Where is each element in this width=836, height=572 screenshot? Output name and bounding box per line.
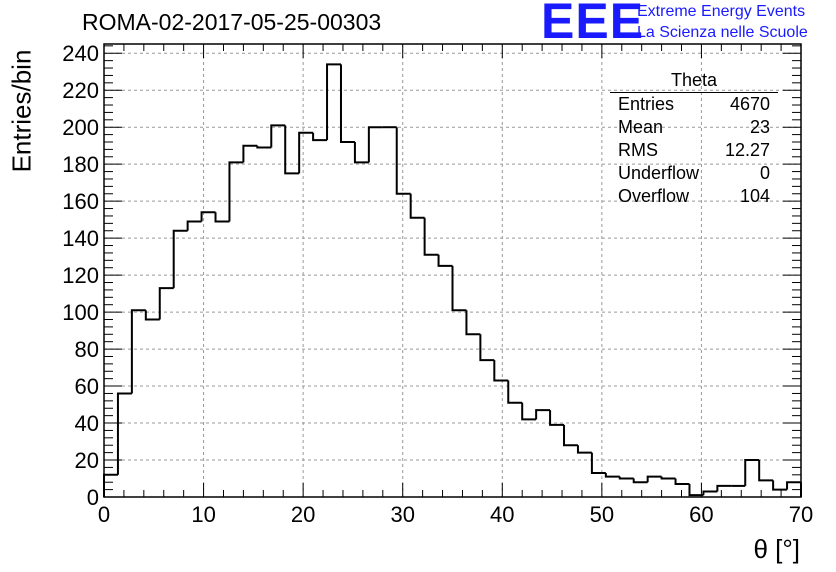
stat-value: 23 xyxy=(749,117,770,137)
histogram-bin xyxy=(576,445,592,454)
histogram-bin xyxy=(590,452,606,474)
histogram-bin xyxy=(214,212,230,223)
histogram-bin xyxy=(493,360,509,382)
histogram-bin xyxy=(744,459,760,486)
histogram-bin xyxy=(256,145,272,149)
histogram-series xyxy=(103,63,802,497)
histogram-bin xyxy=(437,254,453,267)
y-tick-label: 120 xyxy=(62,263,99,288)
histogram-bin xyxy=(507,380,523,404)
histogram-bin xyxy=(270,124,286,148)
histogram-bin xyxy=(312,132,328,142)
stat-label: RMS xyxy=(618,140,658,160)
stat-label: Underflow xyxy=(618,163,700,183)
histogram-bin xyxy=(116,392,132,475)
plot-frame xyxy=(103,43,802,498)
stat-row-underflow: Underflow 0 xyxy=(610,162,778,185)
histogram-bin xyxy=(521,402,537,421)
axes: 0 10 20 30 40 50 60 70 0 20 40 60 80 100 120 140 160 180 2… xyxy=(62,41,813,527)
logo-line-2: La Scienza nelle Scuole xyxy=(637,24,808,41)
x-tick-label: 30 xyxy=(390,502,414,527)
y-tick-label: 180 xyxy=(62,152,99,177)
y-tick-label: 0 xyxy=(87,485,99,510)
histogram-bin xyxy=(284,125,300,175)
histogram-bin xyxy=(479,334,495,362)
histogram-bin xyxy=(758,460,774,482)
eee-logo: EEE xyxy=(541,0,645,49)
y-tick-label: 160 xyxy=(62,189,99,214)
grid-lines xyxy=(104,44,801,497)
histogram-bin xyxy=(549,410,565,426)
histogram-bin xyxy=(451,265,467,312)
histogram-bin xyxy=(242,144,258,163)
stat-label: Mean xyxy=(618,117,664,137)
histogram-bin xyxy=(395,127,411,195)
histogram-bin xyxy=(563,424,578,447)
logo-line-1: Extreme Energy Events xyxy=(637,3,806,20)
histogram-bin xyxy=(172,229,188,289)
histogram-bin xyxy=(158,287,174,320)
x-tick-label: 50 xyxy=(590,502,614,527)
histogram-bin xyxy=(465,310,481,336)
histogram-bin xyxy=(200,211,216,222)
y-tick-label: 80 xyxy=(75,337,99,362)
histogram-bin xyxy=(339,64,355,143)
stat-value: 0 xyxy=(759,163,770,183)
histogram-bin xyxy=(604,472,620,478)
histogram-bin xyxy=(367,126,383,163)
histogram-bin xyxy=(674,478,690,486)
y-tick-label: 240 xyxy=(62,41,99,66)
histogram-bin xyxy=(144,310,160,321)
histogram-bin xyxy=(702,490,718,496)
histogram-bin xyxy=(688,484,704,497)
stats-title: Theta xyxy=(610,70,778,93)
stat-row-mean: Mean 23 xyxy=(610,116,778,139)
histogram-bin xyxy=(772,480,788,491)
stat-label: Overflow xyxy=(618,186,690,206)
chart-title: ROMA-02-2017-05-25-00303 xyxy=(82,9,382,35)
y-tick-label: 20 xyxy=(75,448,99,473)
histogram-bin xyxy=(326,63,341,141)
x-tick-label: 10 xyxy=(191,502,215,527)
y-tick-label: 60 xyxy=(75,374,99,399)
y-tick-label: 40 xyxy=(75,411,99,436)
histogram-bin xyxy=(130,309,146,394)
y-tick-label: 220 xyxy=(62,78,99,103)
stat-label: Entries xyxy=(618,94,675,114)
stats-box: Theta Entries 4670 Mean 23 RMS 12.27 Und… xyxy=(610,70,778,208)
stat-value: 4670 xyxy=(729,94,770,114)
histogram-bin xyxy=(353,141,369,164)
y-tick-label: 200 xyxy=(62,115,99,140)
histogram-bin xyxy=(228,161,244,222)
histogram-bin xyxy=(103,473,118,497)
x-tick-label: 0 xyxy=(98,502,110,527)
x-axis-label: θ [°] xyxy=(753,534,800,564)
histogram-bin xyxy=(298,131,314,174)
x-tick-label: 20 xyxy=(291,502,315,527)
stat-row-overflow: Overflow 104 xyxy=(610,185,778,208)
stat-row-entries: Entries 4670 xyxy=(610,93,778,116)
y-axis-label: Entries/bin xyxy=(6,49,37,173)
histogram-bin xyxy=(423,217,439,256)
histogram-bin xyxy=(535,409,551,420)
stat-value: 12.27 xyxy=(724,140,770,160)
y-tick-label: 140 xyxy=(62,226,99,251)
histogram-bin xyxy=(409,193,425,219)
histogram-bin xyxy=(786,481,801,490)
histogram-bin xyxy=(186,220,202,231)
histogram-bin xyxy=(618,476,634,480)
x-tick-label: 70 xyxy=(789,502,813,527)
stat-value: 104 xyxy=(739,186,770,206)
x-tick-label: 40 xyxy=(490,502,514,527)
histogram-bin xyxy=(646,475,662,483)
y-tick-label: 100 xyxy=(62,300,99,325)
histogram-bin xyxy=(716,484,732,492)
histogram-bin xyxy=(660,476,676,480)
x-tick-label: 60 xyxy=(689,502,713,527)
histogram-bin xyxy=(632,478,648,484)
stat-row-rms: RMS 12.27 xyxy=(610,139,778,162)
